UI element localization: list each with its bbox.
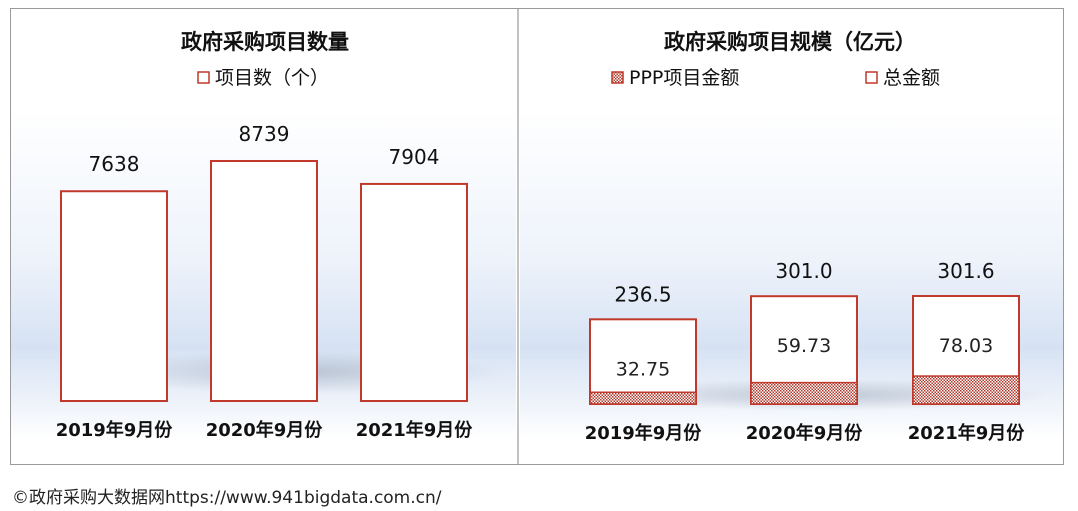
right-bar-ppp-label: 32.75 bbox=[616, 358, 670, 380]
right-bar-ppp-3 bbox=[912, 375, 1020, 405]
right-legend-swatch-total bbox=[865, 71, 878, 84]
left-bar-3 bbox=[360, 182, 468, 402]
right-bar-ppp-label: 59.73 bbox=[777, 335, 831, 357]
left-legend-swatch bbox=[197, 71, 210, 84]
left-x-tick-label: 2019年9月份 bbox=[56, 419, 174, 441]
left-bars-group: 7638 2019年9月份 8739 2020年9月份 7904 2021年9月份 bbox=[56, 122, 474, 441]
right-x-tick-label: 2019年9月份 bbox=[585, 422, 703, 444]
left-x-tick-label: 2020年9月份 bbox=[206, 419, 324, 441]
left-bar-1 bbox=[60, 190, 168, 402]
left-bar-value-label: 8739 bbox=[239, 122, 290, 146]
right-bar-ppp-label: 78.03 bbox=[939, 335, 993, 357]
right-bar-total-label: 236.5 bbox=[614, 282, 671, 306]
left-chart-title: 政府采购项目数量 bbox=[181, 30, 349, 54]
right-x-tick-label: 2020年9月份 bbox=[746, 422, 864, 444]
right-bar-total-label: 301.6 bbox=[937, 259, 994, 283]
right-bar-ppp-1 bbox=[589, 391, 697, 405]
right-x-tick-label: 2021年9月份 bbox=[908, 422, 1026, 444]
left-bar-value-label: 7638 bbox=[89, 152, 140, 176]
left-legend-label: 项目数（个） bbox=[215, 67, 329, 89]
right-legend-label-ppp: PPP项目金额 bbox=[629, 67, 739, 89]
right-bar-total-label: 301.0 bbox=[775, 259, 832, 283]
right-chart-title: 政府采购项目规模（亿元） bbox=[664, 30, 916, 54]
right-bars-group: 236.5 32.75 2019年9月份 301.0 59.73 2020年9月份 301.… bbox=[585, 259, 1026, 444]
right-legend-label-total: 总金额 bbox=[883, 67, 940, 89]
left-x-tick-label: 2021年9月份 bbox=[356, 419, 474, 441]
right-legend-swatch-ppp bbox=[611, 71, 624, 84]
left-bar-2 bbox=[210, 160, 318, 402]
footer-source: ©政府采购大数据网https://www.941bigdata.com.cn/ bbox=[12, 488, 442, 508]
right-bar-ppp-2 bbox=[750, 381, 858, 405]
charts-canvas: 政府采购项目数量 项目数（个） 7638 2019年9月份 8739 2020年9月份… bbox=[11, 8, 1063, 465]
left-bar-value-label: 7904 bbox=[389, 145, 440, 169]
